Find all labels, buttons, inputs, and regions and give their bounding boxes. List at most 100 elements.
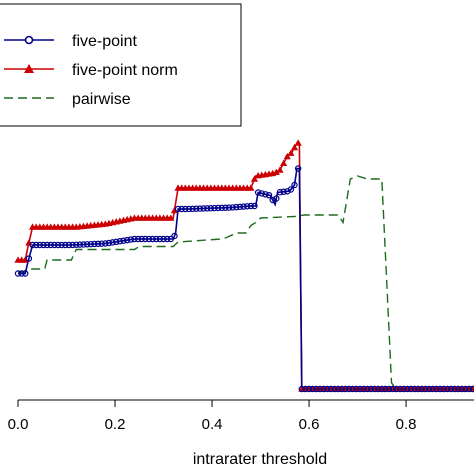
data-point (40, 241, 47, 249)
data-point (113, 238, 120, 246)
data-point (320, 385, 327, 393)
data-point (309, 385, 316, 393)
data-point (87, 240, 94, 248)
data-point (76, 241, 84, 248)
data-point (374, 385, 382, 393)
data-point (415, 385, 422, 393)
data-point (258, 190, 265, 197)
data-point (393, 385, 400, 393)
data-point (313, 385, 320, 393)
data-point (334, 385, 342, 393)
data-point (451, 385, 458, 393)
data-point (455, 385, 462, 393)
data-point (360, 385, 367, 393)
data-point (367, 385, 375, 393)
data-point (47, 241, 54, 249)
data-point (407, 385, 415, 393)
data-point (269, 196, 276, 204)
series-pairwise (18, 175, 474, 390)
data-point (22, 270, 29, 277)
legend-item: five-point norm (4, 62, 178, 79)
data-point (54, 241, 62, 249)
data-point (462, 385, 469, 393)
data-point (203, 205, 211, 212)
data-point (385, 385, 393, 393)
data-point (302, 385, 309, 393)
data-point (156, 235, 164, 243)
data-point (338, 385, 346, 393)
data-point (356, 385, 364, 393)
data-point (254, 189, 262, 196)
data-point (287, 149, 295, 156)
data-point (411, 385, 418, 393)
data-point (247, 202, 255, 210)
data-point (123, 236, 131, 244)
data-point (207, 205, 215, 212)
data-point (287, 186, 295, 193)
data-point (14, 270, 22, 277)
data-point (182, 205, 189, 213)
data-point (389, 385, 396, 393)
legend-label: pairwise (72, 91, 131, 108)
data-point (294, 165, 302, 172)
data-point (371, 385, 378, 393)
x-axis: 0.0 0.2 0.4 0.6 0.8 (8, 399, 474, 433)
data-point (62, 241, 69, 249)
data-point (378, 385, 386, 393)
data-point (131, 235, 138, 243)
data-point (244, 203, 251, 210)
legend-box (0, 3, 242, 127)
data-point (127, 236, 134, 243)
data-point (170, 206, 179, 214)
data-point (353, 385, 360, 393)
data-point (29, 241, 36, 249)
data-point (349, 385, 356, 393)
data-point (276, 166, 284, 173)
data-point (433, 385, 440, 393)
data-point (185, 205, 193, 213)
data-point (80, 241, 87, 248)
series-markers-five-point-norm (14, 139, 474, 392)
legend-item: pairwise (4, 91, 131, 108)
data-point (364, 385, 371, 393)
data-point (316, 385, 324, 393)
data-point (250, 175, 259, 182)
data-point (218, 204, 225, 212)
data-point (200, 205, 207, 212)
data-point (32, 241, 40, 249)
data-point (94, 240, 102, 248)
data-point (283, 152, 291, 160)
data-point (51, 241, 58, 249)
data-point (36, 241, 44, 249)
data-point (324, 385, 331, 393)
data-point (425, 385, 433, 393)
data-point (69, 241, 76, 249)
series-five-point (18, 167, 474, 390)
data-point (279, 159, 288, 166)
series-line (18, 175, 474, 390)
data-point (305, 385, 313, 393)
x-tick-label: 0.2 (105, 416, 126, 433)
data-point (251, 202, 258, 210)
data-point (382, 385, 389, 393)
data-point (272, 168, 280, 175)
data-point (142, 235, 149, 243)
data-point (138, 235, 145, 243)
data-point (400, 385, 407, 393)
legend: five-point five-point norm pairwise (0, 3, 242, 127)
data-point (43, 241, 51, 249)
data-point (284, 188, 291, 195)
x-tick-label: 0.0 (8, 416, 29, 433)
data-point (236, 203, 244, 211)
data-point (25, 255, 33, 262)
data-point (342, 385, 349, 393)
data-point (233, 203, 240, 211)
data-point (109, 239, 116, 246)
data-point (440, 385, 447, 393)
data-point (145, 235, 153, 243)
data-point (436, 385, 444, 393)
data-point (422, 385, 429, 393)
data-point (404, 385, 411, 393)
data-point (134, 235, 142, 243)
series-line (18, 167, 474, 390)
